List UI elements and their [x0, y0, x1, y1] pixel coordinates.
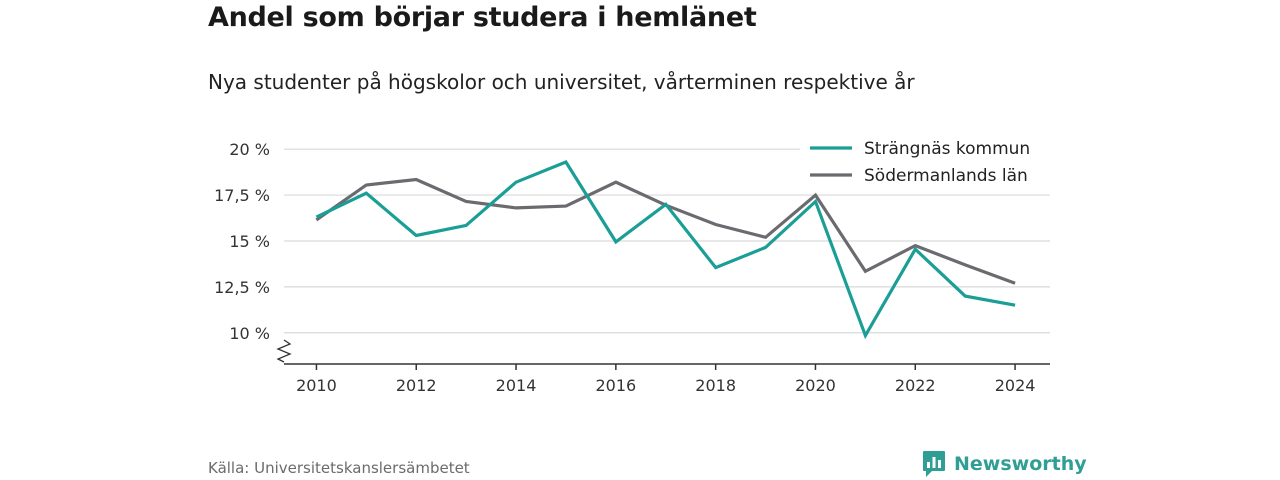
chart-title: Andel som börjar studera i hemlänet [208, 2, 757, 33]
y-tick-label: 20 % [229, 140, 270, 159]
legend-label: Strängnäs kommun [864, 139, 1030, 159]
series-line [315, 160, 1016, 340]
y-tick-label: 12,5 % [214, 278, 270, 297]
x-tick-label: 2022 [895, 376, 936, 395]
y-axis-tick-labels: 10 % 12,5 % 15 % 17,5 % 20 % [214, 140, 270, 343]
x-tick-label: 2012 [396, 376, 437, 395]
series-lines [315, 160, 1016, 340]
chart-subtitle: Nya studenter på högskolor och universit… [208, 70, 915, 94]
x-tick-label: 2010 [296, 376, 337, 395]
x-tick-label: 2018 [695, 376, 736, 395]
x-tick-label: 2016 [595, 376, 636, 395]
x-tick-label: 2024 [995, 376, 1036, 395]
legend-background [800, 134, 1050, 192]
newsworthy-logo-icon [923, 451, 945, 477]
x-axis-tick-labels: 2010 2012 2014 2016 2018 2020 2022 2024 [296, 364, 1035, 395]
legend: Strängnäs kommun Södermanlands län [800, 134, 1050, 192]
axis-break-icon [276, 339, 292, 363]
brand-logo: Newsworthy [922, 450, 1087, 478]
source-note: Källa: Universitetskanslersämbetet [208, 459, 470, 477]
y-tick-label: 17,5 % [214, 186, 270, 205]
y-tick-label: 10 % [229, 324, 270, 343]
x-axis [276, 339, 1050, 365]
brand-name: Newsworthy [954, 453, 1087, 475]
x-tick-label: 2020 [795, 376, 836, 395]
x-tick-label: 2014 [496, 376, 537, 395]
y-tick-label: 15 % [229, 232, 270, 251]
legend-label: Södermanlands län [864, 166, 1028, 186]
